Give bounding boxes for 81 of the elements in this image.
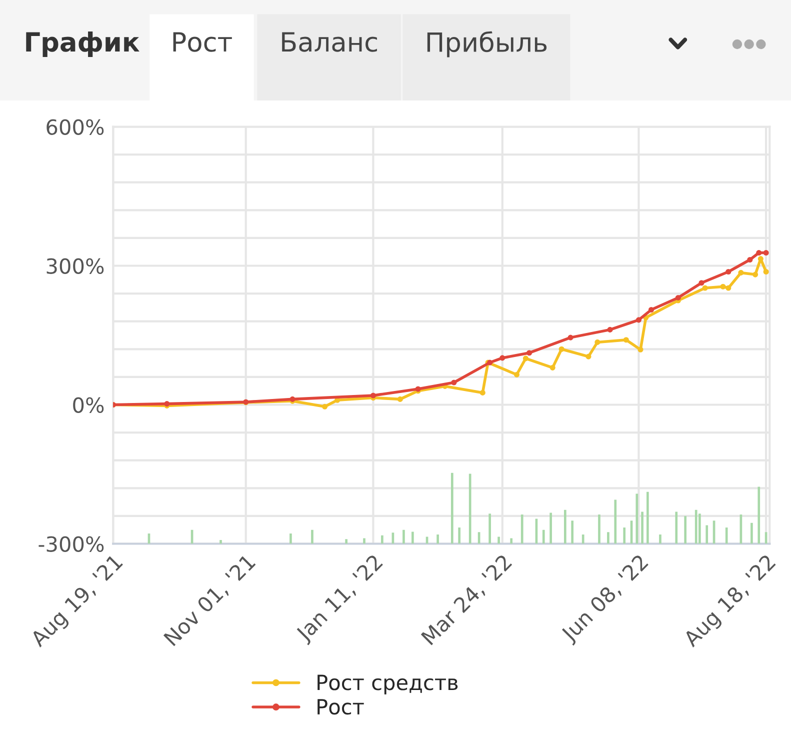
point xyxy=(607,326,613,332)
point xyxy=(514,372,520,378)
bar xyxy=(706,525,708,544)
legend-label: Рост xyxy=(318,699,364,715)
point xyxy=(522,356,528,362)
point xyxy=(322,404,328,410)
point xyxy=(738,270,744,276)
bar xyxy=(311,530,314,544)
point xyxy=(558,346,564,352)
bar xyxy=(675,512,678,544)
bar xyxy=(614,500,617,544)
bar xyxy=(758,486,760,544)
point xyxy=(747,256,753,263)
bar xyxy=(750,522,753,544)
point xyxy=(638,346,644,352)
bar xyxy=(290,534,292,544)
point xyxy=(648,306,654,313)
bar xyxy=(550,512,552,544)
point xyxy=(500,355,506,361)
x-tick-label: Mar 24, '22 xyxy=(420,554,514,647)
bar xyxy=(520,514,524,544)
bar xyxy=(345,539,348,544)
y-tick-label: 300% xyxy=(46,258,104,274)
point xyxy=(726,285,732,291)
x-tick-label: Jun 08, '22 xyxy=(560,554,652,646)
bar xyxy=(564,510,566,544)
point xyxy=(726,268,732,275)
point xyxy=(720,284,726,290)
bar xyxy=(436,534,439,544)
bar xyxy=(636,494,638,544)
point xyxy=(370,392,376,398)
bar xyxy=(510,538,512,544)
point xyxy=(698,280,704,286)
bar xyxy=(641,512,644,544)
point xyxy=(675,294,681,300)
bar xyxy=(220,540,222,544)
text: Рост xyxy=(173,32,232,52)
bar xyxy=(698,514,701,544)
bar xyxy=(498,536,500,544)
legend-label: Рост средств xyxy=(318,674,458,694)
bar xyxy=(725,528,728,544)
bar xyxy=(571,520,574,544)
bar xyxy=(694,510,698,544)
bar xyxy=(607,532,610,544)
point xyxy=(702,285,708,291)
x-tick-label: Nov 01, '21 xyxy=(163,554,258,648)
bar xyxy=(542,530,545,544)
point xyxy=(451,380,457,386)
bar xyxy=(412,532,414,544)
point xyxy=(526,350,532,356)
point xyxy=(763,250,769,256)
bar xyxy=(363,538,366,544)
point xyxy=(752,272,758,278)
bar xyxy=(659,534,662,544)
point xyxy=(763,268,769,275)
text: Баланс xyxy=(282,32,377,52)
point xyxy=(756,250,762,256)
point xyxy=(636,317,642,323)
point xyxy=(480,390,486,396)
x-tick-label: Jan 11, '22 xyxy=(294,554,386,646)
bar xyxy=(381,535,384,544)
bar xyxy=(646,492,649,544)
bar xyxy=(598,514,600,544)
point xyxy=(586,354,592,360)
y-tick-label: 600% xyxy=(46,119,104,135)
bar xyxy=(450,472,454,544)
bar xyxy=(684,516,686,544)
point xyxy=(594,339,600,345)
bar xyxy=(402,530,405,544)
point xyxy=(568,334,574,340)
point xyxy=(397,396,403,402)
y-tick-label: 0% xyxy=(73,397,104,413)
point xyxy=(550,364,556,370)
point xyxy=(623,337,629,343)
bar xyxy=(623,528,626,544)
y-tick-label: -300% xyxy=(38,536,104,552)
chart-title: График xyxy=(26,31,140,58)
text: Прибыль xyxy=(427,31,547,58)
bar xyxy=(582,534,584,544)
bar xyxy=(488,514,491,544)
bar xyxy=(458,528,460,544)
